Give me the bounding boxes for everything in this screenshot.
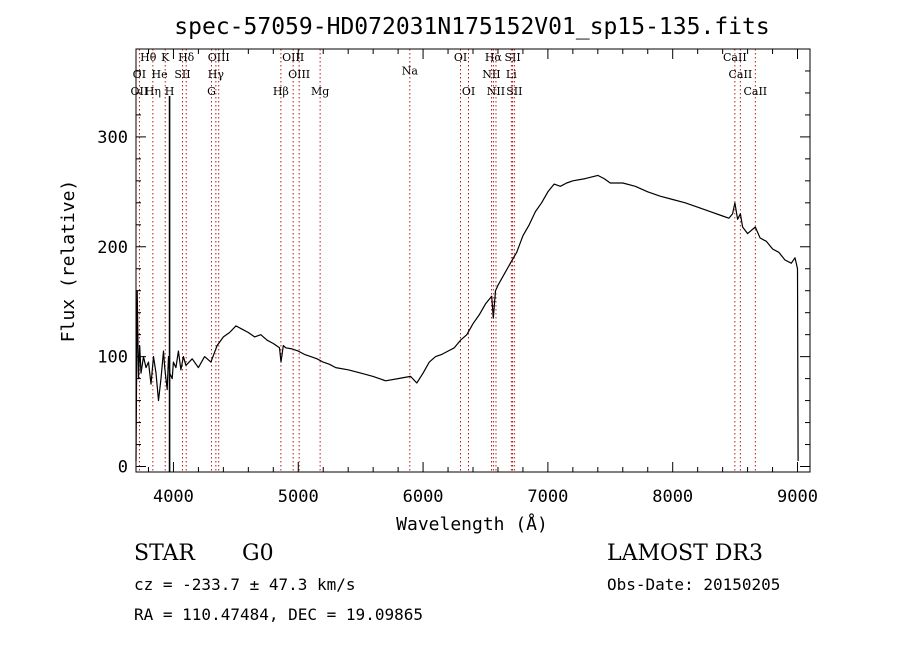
line-label-3: OIII [208,51,230,64]
line-label-23: Na [402,65,419,78]
line-label-7: SII [504,51,520,64]
line-label-4: OIII [282,51,304,64]
line-label-17: OII [131,85,149,98]
y-tick-label-0: 0 [118,458,128,478]
spectrum-series-line [135,174,799,462]
line-label-11: SII [174,68,190,81]
object-subclass: G0 [242,541,274,566]
line-label-20: G [207,85,216,98]
line-label-14: NII [482,68,500,81]
y-tick-label-300: 300 [97,128,128,148]
plot-frame [135,48,811,473]
line-label-10: He [152,68,168,81]
line-label-24: OI [462,85,475,98]
line-label-5: OI [454,51,467,64]
x-tick-label-8000: 8000 [652,487,693,507]
line-label-22: Mg [311,85,329,98]
spectral-line-markers [138,49,756,472]
y-axis-label: Flux (relative) [58,180,79,343]
line-label-2: Hδ [178,51,195,64]
line-label-13: OIII [288,68,310,81]
y-tick-label-200: 200 [97,238,128,258]
line-label-0: Hθ [140,51,157,64]
x-axis-ticks: 4000 5000 6000 7000 8000 9000 [147,49,818,507]
line-label-27: CaII [743,85,767,98]
chart-title: spec-57059-HD072031N175152V01_sp15-135.f… [174,14,769,40]
line-label-9: OI [133,68,146,81]
line-label-6: Hα [485,51,503,64]
line-label-21: Hβ [273,85,289,98]
line-label-8: CaII [723,51,747,64]
line-label-19: H [165,85,175,98]
object-class: STAR [134,541,196,566]
line-label-12: Hγ [208,68,225,81]
line-label-15: Li [506,68,517,81]
x-tick-label-4000: 4000 [153,487,194,507]
x-tick-label-9000: 9000 [777,487,818,507]
sky-coordinates: RA = 110.47484, DEC = 19.09865 [134,605,423,624]
survey-name: LAMOST DR3 [607,541,763,566]
x-tick-label-7000: 7000 [527,487,568,507]
x-tick-label-5000: 5000 [278,487,319,507]
y-axis-ticks: 0 100 200 300 [97,70,810,478]
line-label-25: NII [487,85,505,98]
x-axis-label: Wavelength (Å) [396,513,548,535]
line-label-16: CaII [729,68,753,81]
line-label-18: Hη [145,85,161,98]
redshift-velocity: cz = -233.7 ± 47.3 km/s [134,575,356,594]
y-tick-label-100: 100 [97,348,128,368]
line-label-1: K [161,51,170,64]
x-tick-label-6000: 6000 [403,487,444,507]
line-label-26: SII [506,85,522,98]
observation-date: Obs-Date: 20150205 [607,575,780,594]
